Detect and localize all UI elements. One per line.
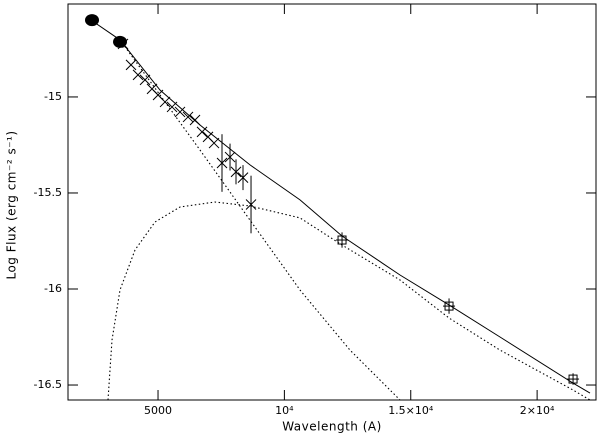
x-axis-label: Wavelength (A)	[282, 420, 382, 434]
data-point	[125, 59, 137, 71]
data-point	[182, 111, 194, 123]
x-tick-label: 10⁴	[275, 404, 294, 417]
data-point	[216, 157, 228, 169]
x-tick-label: 1.5×10⁴	[388, 404, 434, 417]
plot-area	[85, 14, 591, 400]
y-tick-label: -15.5	[34, 186, 62, 199]
data-point	[189, 114, 201, 126]
data-point	[117, 38, 129, 50]
plot-frame	[67, 3, 597, 401]
data-point	[208, 137, 220, 149]
data-point	[224, 151, 236, 163]
data-point	[139, 74, 151, 86]
y-tick-label: -15	[44, 90, 62, 103]
component-line	[107, 201, 591, 400]
data-point	[196, 126, 208, 138]
data-point	[166, 101, 178, 113]
component-line	[119, 39, 401, 400]
data-point	[174, 106, 186, 118]
y-tick-label: -16.5	[34, 378, 62, 391]
data-point	[237, 172, 249, 183]
data-point	[132, 69, 144, 81]
data-point	[159, 96, 171, 108]
y-tick-label: -16	[44, 282, 62, 295]
y-axis-label: Log Flux (erg cm⁻² s⁻¹)	[5, 130, 19, 279]
data-point	[245, 199, 257, 210]
data-point	[230, 166, 242, 178]
x-tick-label: 5000	[144, 404, 172, 417]
model-line	[87, 17, 591, 394]
x-tick-label: 2×10⁴	[520, 404, 555, 417]
data-point	[85, 14, 100, 27]
